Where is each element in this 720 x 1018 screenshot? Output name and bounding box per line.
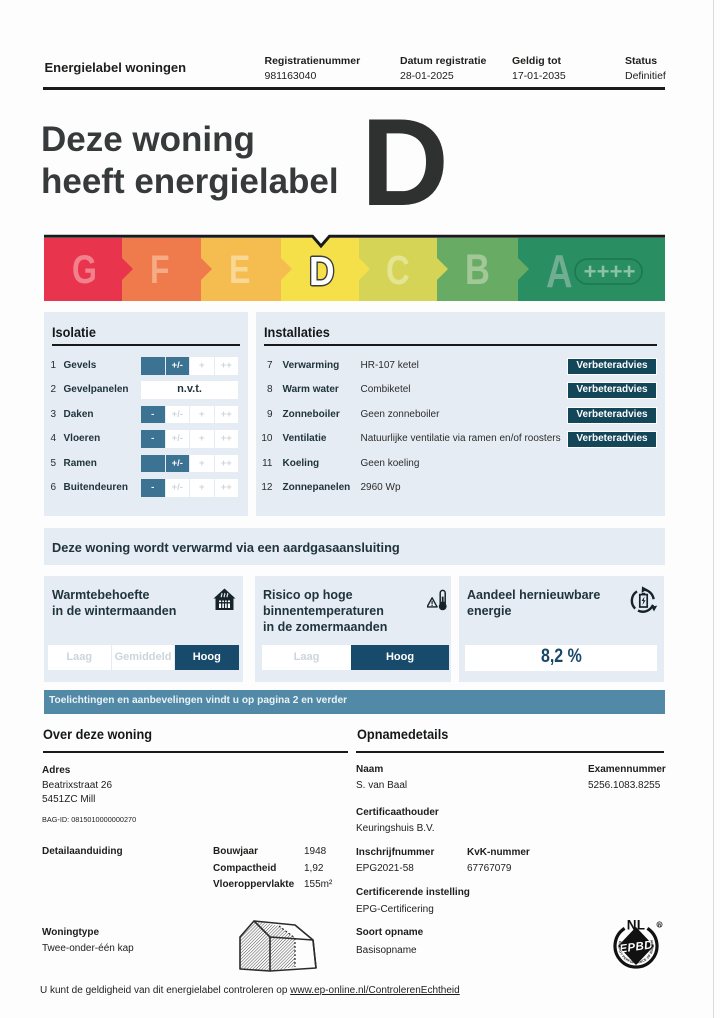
svg-text:+: + — [610, 259, 623, 284]
svg-text:+: + — [597, 259, 610, 284]
svg-text:EPBD: EPBD — [619, 939, 654, 956]
svg-text:+: + — [623, 259, 636, 284]
svg-text:NL: NL — [627, 918, 646, 933]
svg-text:R: R — [658, 922, 662, 927]
svg-text:+: + — [584, 259, 597, 284]
